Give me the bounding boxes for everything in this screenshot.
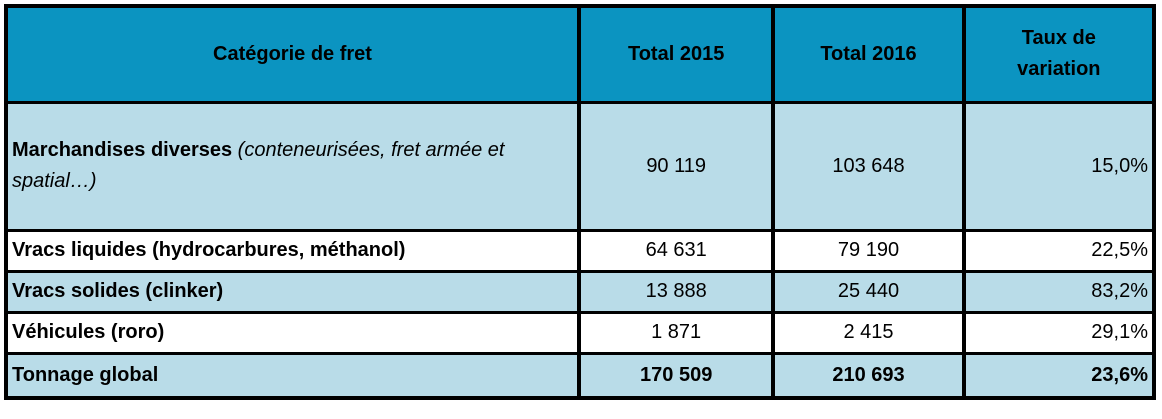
variation-cell: 15,0% [961, 100, 1157, 232]
total-2015-cell: 13 888 [576, 269, 776, 314]
category-cell: Vracs solides (clinker) [4, 269, 581, 314]
variation-cell: 29,1% [961, 310, 1157, 355]
header-cell-variation: Taux de variation [961, 4, 1157, 104]
total-2015-cell: 1 871 [576, 310, 776, 355]
category-note: (conteneurisées, fret armée et spatial…) [12, 139, 505, 192]
header-cell-category: Catégorie de fret [4, 4, 581, 104]
category-cell: Tonnage global [4, 351, 581, 400]
category-cell: Marchandises diverses (conteneurisées, f… [4, 100, 581, 232]
table-row-marchandises-diverses: Marchandises diverses (conteneurisées, f… [4, 100, 1157, 232]
variation-cell: 83,2% [961, 269, 1157, 314]
header-cell-total-2015: Total 2015 [576, 4, 776, 104]
total-2016-cell: 210 693 [771, 351, 966, 400]
header-variation-label: Taux de variation [1017, 27, 1101, 81]
total-2015-cell: 90 119 [576, 100, 776, 232]
category-name: Marchandises diverses [12, 139, 233, 161]
total-2015-cell: 64 631 [576, 228, 776, 273]
total-2016-cell: 2 415 [771, 310, 966, 355]
header-cell-total-2016: Total 2016 [771, 4, 966, 104]
variation-cell: 22,5% [961, 228, 1157, 273]
table-row-vehicules: Véhicules (roro) 1 871 2 415 29,1% [4, 310, 1157, 355]
freight-table: Catégorie de fret Total 2015 Total 2016 … [4, 4, 1157, 400]
variation-cell: 23,6% [961, 351, 1157, 400]
table-row-tonnage-global: Tonnage global 170 509 210 693 23,6% [4, 351, 1157, 400]
header-row: Catégorie de fret Total 2015 Total 2016 … [4, 4, 1157, 104]
table-row-vracs-solides: Vracs solides (clinker) 13 888 25 440 83… [4, 269, 1157, 314]
table-row-vracs-liquides: Vracs liquides (hydrocarbures, méthanol)… [4, 228, 1157, 273]
category-cell: Vracs liquides (hydrocarbures, méthanol) [4, 228, 581, 273]
total-2016-cell: 103 648 [771, 100, 966, 232]
total-2016-cell: 79 190 [771, 228, 966, 273]
total-2015-cell: 170 509 [576, 351, 776, 400]
total-2016-cell: 25 440 [771, 269, 966, 314]
category-cell: Véhicules (roro) [4, 310, 581, 355]
